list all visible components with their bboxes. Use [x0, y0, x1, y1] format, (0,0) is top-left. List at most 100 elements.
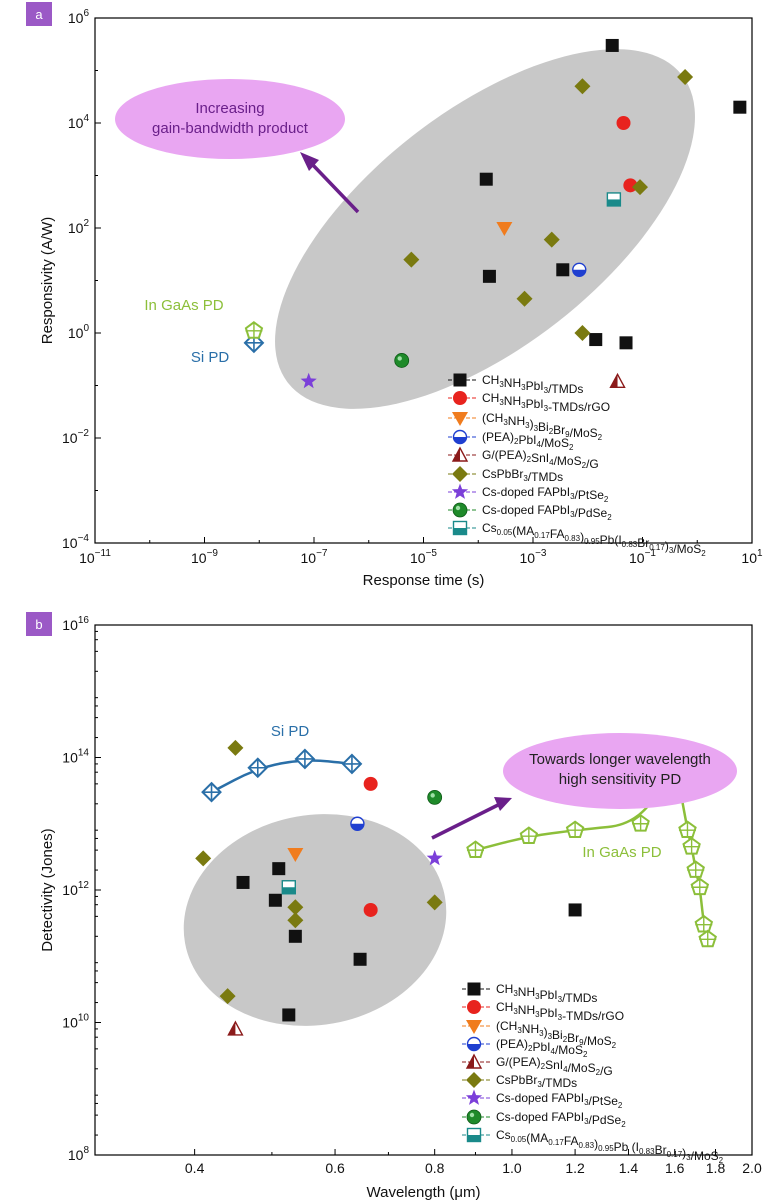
legend-marker: [465, 1089, 483, 1105]
x-tick-label: 10−3: [520, 548, 547, 566]
data-point: [272, 862, 286, 876]
legend-marker: [452, 466, 468, 482]
legend-marker-highlight: [469, 1112, 475, 1118]
y-tick-label: 1012: [62, 880, 89, 898]
legend-label: (PEA)2PbI4/MoS2: [496, 1037, 588, 1059]
data-point: [733, 100, 747, 114]
legend-label: Cs-doped FAPbI3/PdSe2: [482, 503, 612, 522]
data-point: [482, 269, 496, 283]
data-point: [427, 789, 443, 805]
y-tick-label: 104: [68, 113, 90, 131]
legend-marker: [453, 391, 467, 405]
annotation-text: gain-bandwidth product: [152, 120, 309, 137]
x-tick-label: 0.8: [425, 1160, 445, 1176]
legend-marker: [467, 1135, 481, 1142]
annotation-bubble: [115, 79, 345, 159]
data-point: [282, 1008, 296, 1022]
panel-label: a: [35, 7, 43, 22]
legend-label: G/(PEA)2SnI4/MoS2/G: [482, 448, 599, 471]
legend-marker: [466, 1072, 482, 1088]
legend-label: Cs-doped FAPbI3/PdSe2: [496, 1110, 626, 1129]
data-point-highlight: [430, 793, 435, 798]
legend: CH3NH3PbI3/TMDsCH3NH3PbI3-TMDs/rGO(CH3NH…: [448, 373, 706, 558]
data-point: [288, 929, 302, 943]
legend-label: (PEA)2PbI4/MoS2: [482, 430, 574, 452]
data-point: [572, 269, 586, 277]
data-point: [287, 899, 304, 916]
data-point: [219, 988, 236, 1005]
x-tick-label: 1.0: [502, 1160, 522, 1176]
data-point: [403, 251, 420, 268]
data-point: [195, 850, 212, 867]
legend-label: G/(PEA)2SnI4/MoS2/G: [496, 1055, 613, 1078]
x-tick-label: 10−7: [301, 548, 328, 566]
panel-label-box: [26, 2, 52, 26]
data-point: [287, 847, 304, 862]
data-point: [543, 231, 560, 248]
y-tick-label: 102: [68, 218, 90, 236]
annotation-arrow-head: [300, 152, 319, 171]
data-point: [631, 179, 648, 196]
legend-marker: [467, 1000, 481, 1014]
data-point: [619, 336, 633, 350]
annotation-text: Towards longer wavelength: [529, 751, 711, 768]
panel-label: b: [35, 617, 42, 632]
data-point: [350, 823, 364, 831]
legend-marker: [453, 437, 467, 444]
x-tick-label: 1.8: [706, 1160, 726, 1176]
x-axis-label: Response time (s): [363, 572, 485, 589]
data-point: [228, 1021, 236, 1035]
legend-label: CsPbBr3/TMDs: [496, 1073, 577, 1090]
y-tick-label: 10−4: [62, 533, 89, 551]
legend-marker: [452, 502, 468, 518]
legend-marker: [466, 1020, 482, 1034]
legend-label: (CH3NH3)3Bi2Br9/MoS2: [482, 411, 603, 442]
data-point: [677, 69, 694, 86]
annotation-arrow-shaft: [309, 161, 360, 214]
legend-label: Cs0.05(MA0.17FA0.83)0.95Pb(I0.83Br0.17)3…: [482, 521, 706, 558]
y-tick-label: 108: [68, 1145, 90, 1163]
data-point: [363, 776, 378, 791]
data-point: [616, 116, 631, 130]
annotation-text: Increasing: [195, 100, 264, 117]
y-tick-label: 10−2: [62, 428, 89, 446]
data-point: [426, 894, 443, 911]
legend-label: CH3NH3PbI3-TMDs/rGO: [496, 1000, 624, 1023]
data-point: [236, 875, 250, 889]
si-label: Si PD: [271, 723, 310, 740]
x-tick-label: 2.0: [742, 1160, 762, 1176]
data-point: [574, 325, 591, 341]
x-tick-label: 10−1: [629, 548, 656, 566]
legend-marker: [467, 1055, 474, 1068]
ingaas-label: In GaAs PD: [582, 844, 661, 861]
legend-label: Cs-doped FAPbI3/PtSe2: [482, 485, 609, 504]
x-tick-label: 0.6: [325, 1160, 345, 1176]
data-point: [268, 893, 282, 907]
panel-label-box: [26, 612, 52, 636]
legend-marker: [453, 448, 460, 461]
legend: CH3NH3PbI3/TMDsCH3NH3PbI3-TMDs/rGO(CH3NH…: [462, 982, 724, 1165]
legend-label: Cs-doped FAPbI3/PtSe2: [496, 1091, 623, 1110]
y-tick-label: 1014: [62, 748, 89, 766]
data-point: [568, 903, 582, 917]
data-point: [610, 374, 618, 388]
data-point: [496, 222, 513, 236]
data-point: [282, 887, 296, 894]
x-tick-label: 101: [741, 548, 763, 566]
legend-label: Cs0.05(MA0.17FA0.83)0.95Pb (I0.83Br0.17)…: [496, 1128, 724, 1165]
data-point: [516, 290, 533, 307]
x-tick-label: 10−5: [410, 548, 437, 566]
annotation-bubble: [503, 733, 737, 809]
data-point: [394, 353, 410, 368]
legend-marker: [452, 412, 468, 426]
reference-curve-si: [210, 759, 354, 794]
data-point: [589, 333, 603, 347]
data-point: [426, 849, 443, 866]
legend-marker: [451, 483, 469, 499]
legend-marker: [453, 373, 467, 387]
legend-marker: [453, 528, 467, 535]
annotation-text: high sensitivity PD: [559, 771, 682, 788]
x-tick-label: 0.4: [185, 1160, 205, 1176]
ingaas-label: In GaAs PD: [144, 297, 223, 314]
